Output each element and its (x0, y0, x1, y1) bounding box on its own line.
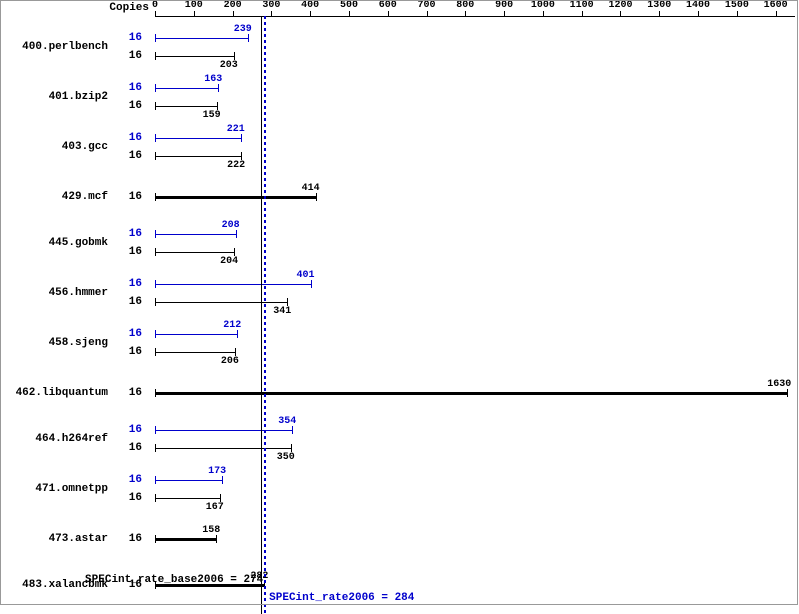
frame (0, 0, 798, 605)
spec-rate-chart: 0100200300400500600700800900100011001200… (0, 0, 799, 606)
